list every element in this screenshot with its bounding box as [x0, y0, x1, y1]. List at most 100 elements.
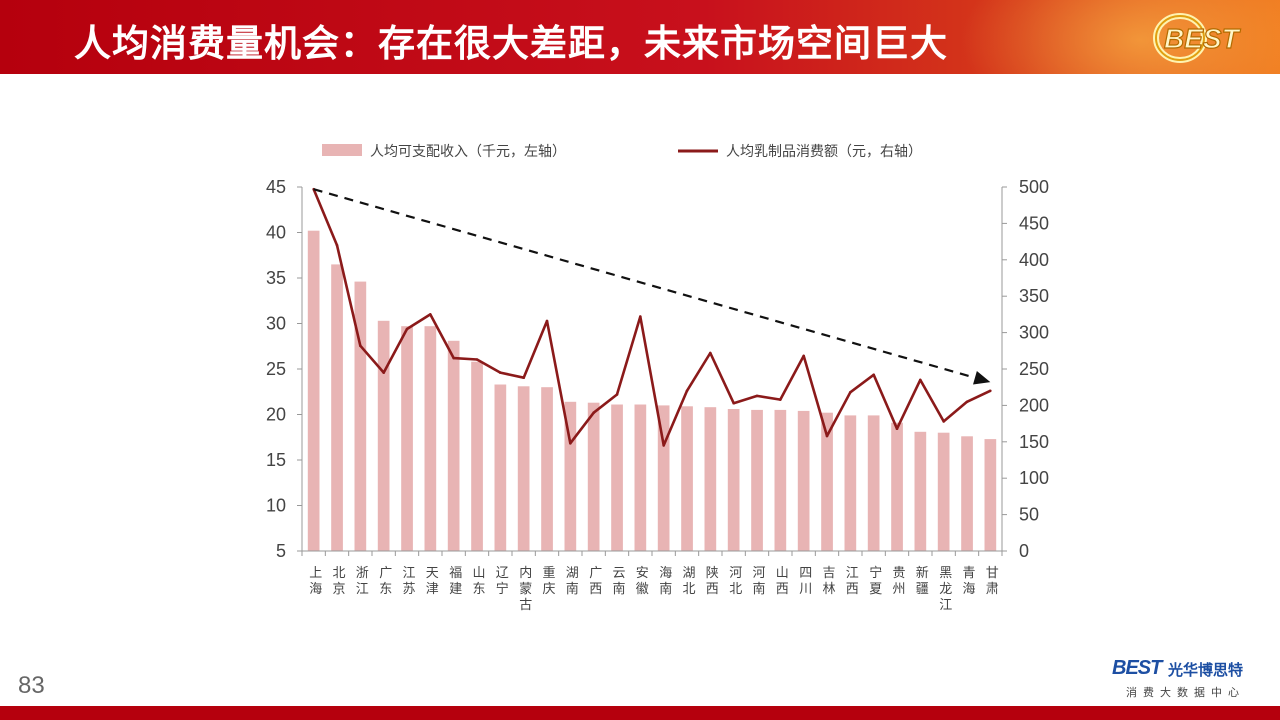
- category-label-28: 青海: [960, 566, 976, 595]
- right-tick-label-150: 150: [1019, 432, 1049, 452]
- bar-21: [797, 410, 810, 551]
- line-point-11: [569, 442, 572, 445]
- title-bar: 人均消费量机会：存在很大差距，未来市场空间巨大 BEST: [0, 0, 1280, 74]
- category-label-27: 黑龙江: [936, 566, 952, 611]
- right-tick-label-450: 450: [1019, 213, 1049, 233]
- left-tick-label-5: 5: [276, 541, 286, 561]
- page-number: 83: [18, 672, 45, 699]
- brand-name: 光华博思特: [1168, 661, 1244, 679]
- trend-arrow: [313, 188, 991, 385]
- bar-25: [891, 422, 903, 551]
- bar-1: [331, 264, 343, 551]
- line-point-15: [662, 444, 665, 447]
- line-point-14: [639, 315, 642, 318]
- category-label-24: 宁夏: [866, 565, 882, 595]
- bar-10: [541, 387, 553, 551]
- category-label-18: 河北: [726, 566, 742, 596]
- category-label-10: 重庆: [540, 565, 556, 595]
- line-point-22: [825, 434, 829, 438]
- line-point-28: [965, 400, 969, 404]
- bar-17: [704, 407, 717, 551]
- line-point-2: [359, 344, 362, 348]
- bar-18: [727, 409, 740, 551]
- bar-11: [564, 401, 577, 551]
- bar-14: [634, 404, 647, 551]
- category-label-29: 甘肃: [983, 566, 999, 595]
- line-point-17: [709, 351, 712, 355]
- brand-subtitle: 消费大数据中心: [1126, 686, 1245, 699]
- trend-line: [313, 188, 976, 379]
- category-label-1: 北京: [330, 566, 346, 595]
- legend-bar-label: 人均可支配收入（千元，左轴）: [370, 144, 566, 160]
- bar-12: [587, 402, 600, 551]
- category-label-3: 广东: [376, 566, 392, 595]
- right-tick-label-250: 250: [1019, 359, 1049, 379]
- category-label-21: 四川: [796, 566, 812, 595]
- bar-28: [961, 436, 973, 551]
- left-tick-label-40: 40: [266, 223, 286, 243]
- category-label-12: 广西: [586, 566, 602, 595]
- bar-4: [401, 326, 413, 551]
- line-point-1: [335, 243, 339, 247]
- line-point-23: [849, 391, 852, 394]
- left-tick-label-30: 30: [266, 314, 286, 334]
- right-tick-label-200: 200: [1019, 395, 1049, 415]
- brand-badge: BEST: [1112, 657, 1162, 679]
- bar-20: [774, 409, 787, 551]
- category-label-6: 福建: [446, 566, 462, 596]
- right-tick-label-500: 500: [1019, 177, 1049, 197]
- axes: 5101520253035404505010015020025030035040…: [266, 177, 1049, 561]
- line-point-19: [755, 394, 759, 398]
- left-tick-label-35: 35: [266, 268, 286, 288]
- left-tick-label-45: 45: [266, 177, 286, 197]
- bar-5: [424, 326, 437, 551]
- right-tick-label-0: 0: [1019, 541, 1029, 561]
- page-title: 人均消费量机会：存在很大差距，未来市场空间巨大: [74, 22, 948, 65]
- right-tick-label-300: 300: [1019, 323, 1049, 343]
- line-point-20: [779, 398, 782, 401]
- legend-line-label: 人均乳制品消费额（元，右轴）: [726, 144, 922, 160]
- category-label-17: 陕西: [703, 566, 719, 595]
- left-tick-label-20: 20: [266, 405, 286, 425]
- best-logo-icon: BEST: [1153, 13, 1242, 63]
- category-label-0: 上海: [306, 566, 322, 595]
- bar-3: [377, 320, 390, 551]
- bar-7: [471, 361, 483, 551]
- line-point-16: [685, 389, 689, 393]
- category-label-23: 江西: [843, 566, 859, 595]
- bar-9: [517, 386, 530, 551]
- line-series: [312, 187, 992, 447]
- category-label-14: 安徽: [633, 566, 649, 595]
- title-glow: [960, 0, 1280, 74]
- bar-15: [657, 405, 670, 551]
- category-label-8: 辽宁: [493, 566, 509, 595]
- line-point-25: [895, 427, 899, 431]
- line-point-18: [732, 401, 735, 405]
- category-labels: 上海北京浙江广东江苏天津福建山东辽宁内蒙古重庆湖南广西云南安徽海南湖北陕西河北河…: [306, 565, 998, 611]
- category-label-19: 河南: [750, 566, 766, 595]
- line-point-4: [405, 327, 409, 331]
- line-point-9: [522, 376, 525, 380]
- line-point-7: [475, 358, 479, 361]
- bar-2: [354, 281, 367, 551]
- legend-bar-swatch: [322, 144, 362, 156]
- line-point-21: [802, 354, 805, 358]
- consumption-line: [312, 188, 991, 447]
- category-label-20: 山西: [773, 566, 789, 595]
- line-point-13: [615, 393, 619, 396]
- bar-24: [867, 415, 880, 551]
- category-label-16: 湖北: [680, 566, 696, 596]
- bar-series: [307, 230, 997, 551]
- line-point-29: [989, 389, 992, 393]
- bar-8: [494, 384, 507, 551]
- right-tick-label-350: 350: [1019, 286, 1049, 306]
- category-label-11: 湖南: [563, 566, 579, 595]
- category-label-2: 浙江: [353, 566, 369, 595]
- bar-29: [984, 439, 997, 551]
- left-tick-label-15: 15: [266, 450, 286, 470]
- category-label-15: 海南: [656, 566, 672, 595]
- left-tick-label-25: 25: [266, 359, 286, 379]
- category-label-26: 新疆: [913, 565, 929, 595]
- line-point-10: [545, 319, 549, 323]
- bar-26: [914, 431, 927, 551]
